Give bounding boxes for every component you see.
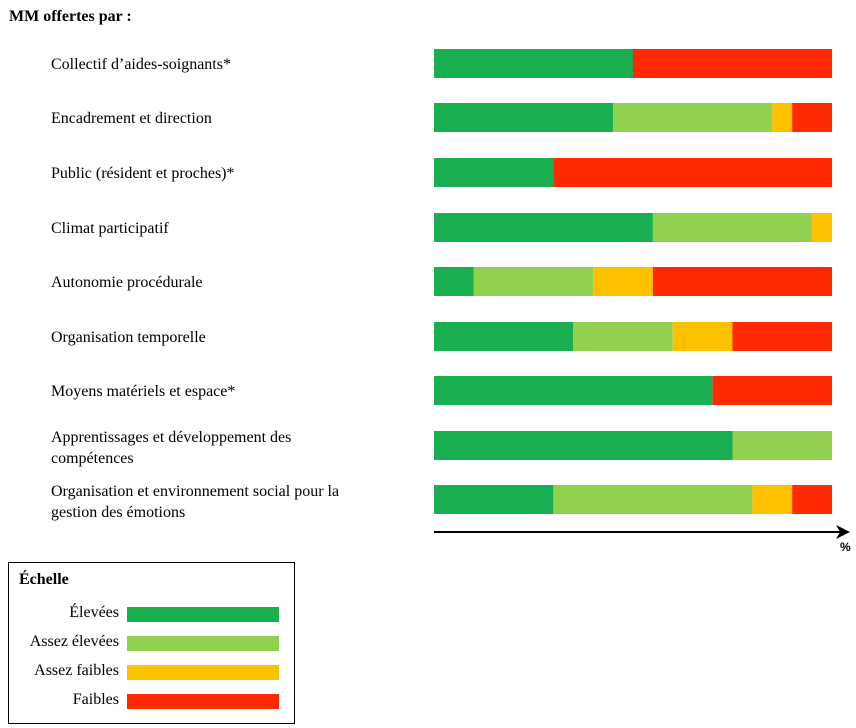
x-axis-arrowhead <box>836 525 850 539</box>
bar-segment <box>434 158 554 187</box>
category-label: Encadrement et direction <box>51 110 212 127</box>
bar-segment <box>732 322 832 351</box>
bar-segment <box>772 103 793 132</box>
legend-item-elevees: Élevées <box>9 604 296 624</box>
bar-segment <box>434 485 554 514</box>
bar-segment <box>434 267 474 296</box>
bar-segment <box>434 376 713 405</box>
bar-segment <box>434 49 633 78</box>
legend-title: Échelle <box>19 571 69 588</box>
legend: Échelle Élevées Assez élevées Assez faib… <box>8 562 295 724</box>
bar-segment <box>613 103 773 132</box>
bar-segment <box>434 322 574 351</box>
legend-label: Faibles <box>72 691 119 708</box>
bar-segment <box>792 485 832 514</box>
legend-label: Élevées <box>69 604 119 621</box>
bar-segment <box>553 158 832 187</box>
bar-segment <box>473 267 594 296</box>
bar-segment <box>712 376 832 405</box>
legend-label: Assez faibles <box>34 662 119 679</box>
legend-swatch <box>127 636 279 651</box>
bar-segment <box>633 49 832 78</box>
x-axis: % <box>434 525 851 554</box>
category-label: Climat participatif <box>51 220 169 237</box>
legend-swatch <box>127 665 279 680</box>
bar-segment <box>434 431 733 460</box>
legend-swatch <box>127 607 279 622</box>
legend-item-assez-elevees: Assez élevées <box>9 633 296 653</box>
category-label: Collectif d’aides-soignants* <box>51 56 231 73</box>
category-label: Apprentissages et développement des compé… <box>51 429 291 467</box>
legend-item-assez-faibles: Assez faibles <box>9 662 296 682</box>
category-label: Organisation et environnement social pou… <box>51 483 339 521</box>
bar-segment <box>752 485 793 514</box>
legend-label: Assez élevées <box>29 633 119 650</box>
category-label: Moyens matériels et espace* <box>51 383 235 400</box>
legend-item-faibles: Faibles <box>9 691 296 711</box>
chart-header: MM offertes par : <box>9 8 132 25</box>
bar-segment <box>434 213 653 242</box>
bar-segment <box>732 431 832 460</box>
category-label: Public (résident et proches)* <box>51 165 235 182</box>
x-axis-unit-label: % <box>840 540 851 554</box>
bar-segment <box>792 103 832 132</box>
bars-group <box>434 49 832 514</box>
bar-segment <box>434 103 614 132</box>
bar-segment <box>652 213 813 242</box>
category-label: Autonomie procédurale <box>51 274 203 291</box>
category-label: Organisation temporelle <box>51 329 206 346</box>
stacked-bar-chart: Collectif d’aides-soignants* Encadrement … <box>51 49 851 554</box>
legend-swatch <box>127 694 279 709</box>
bar-segment <box>573 322 673 351</box>
bar-segment <box>672 322 733 351</box>
bar-segment <box>652 267 832 296</box>
bar-segment <box>553 485 753 514</box>
category-labels: Collectif d’aides-soignants* Encadrement … <box>51 56 339 521</box>
bar-segment <box>812 213 832 242</box>
bar-segment <box>593 267 653 296</box>
